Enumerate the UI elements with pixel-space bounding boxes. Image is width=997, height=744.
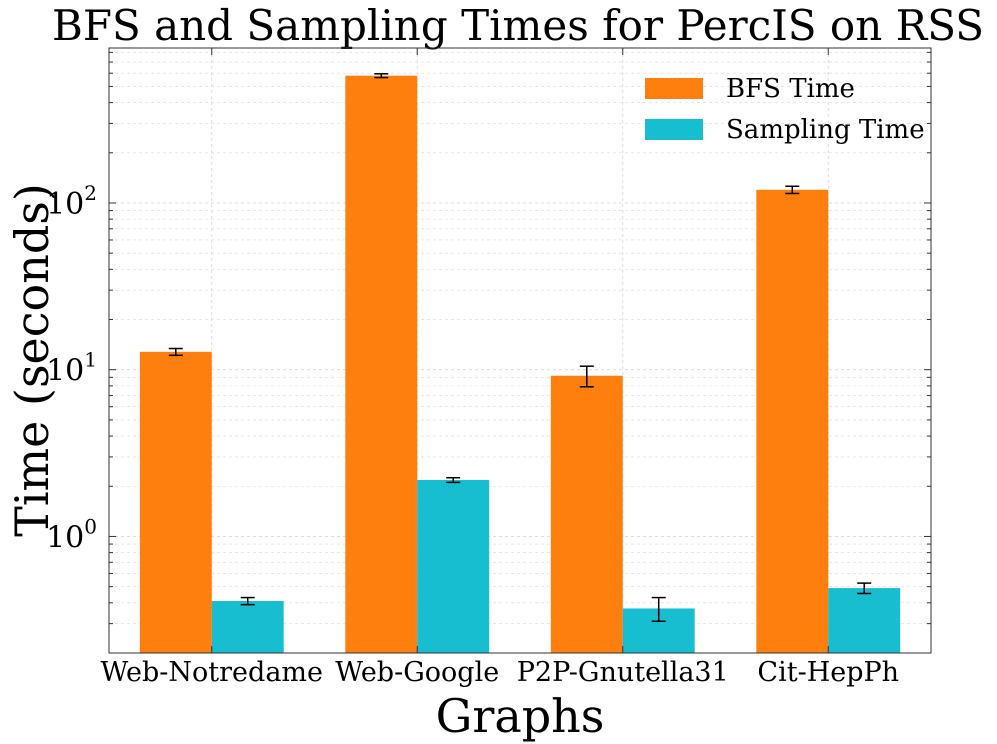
x-tick-label: Cit-HepPh (757, 657, 899, 688)
bfs-bar-cit-hepph (756, 189, 829, 653)
x-tick-label: Web-Google (335, 657, 499, 688)
y-tick-label: 101 (46, 348, 97, 389)
bfs-bar-p2p-gnutella31 (550, 375, 623, 653)
legend-swatch (645, 119, 703, 140)
axis-ticks (109, 48, 931, 654)
legend-swatch (645, 78, 703, 99)
bars-group (139, 73, 901, 654)
plot-frame (108, 47, 932, 654)
y-axis-label: Time (seconds) (5, 183, 59, 537)
x-axis-label: Graphs (436, 689, 605, 743)
y-tick-label: 100 (46, 514, 97, 555)
bfs-bar-web-google (345, 75, 418, 654)
x-tick-label: P2P-Gnutella31 (517, 657, 729, 688)
sampling-bar-web-google (417, 480, 490, 653)
chart-title: BFS and Sampling Times for PercIS on RSS (52, 1, 984, 50)
legend-label: Sampling Time (726, 115, 925, 145)
bfs-bar-web-notredame (139, 351, 212, 653)
sampling-bar-web-notredame (211, 601, 284, 653)
y-tick-label: 102 (46, 181, 97, 222)
y-tick-labels: 100 101 102 (46, 181, 97, 555)
sampling-bar-cit-hepph (828, 588, 901, 653)
x-tick-label: Web-Notredame (100, 657, 323, 688)
legend-label: BFS Time (726, 74, 855, 104)
x-tick-labels: Web-Notredame Web-Google P2P-Gnutella31 Cit… (100, 657, 899, 688)
legend: BFS Time Sampling Time (645, 74, 925, 145)
